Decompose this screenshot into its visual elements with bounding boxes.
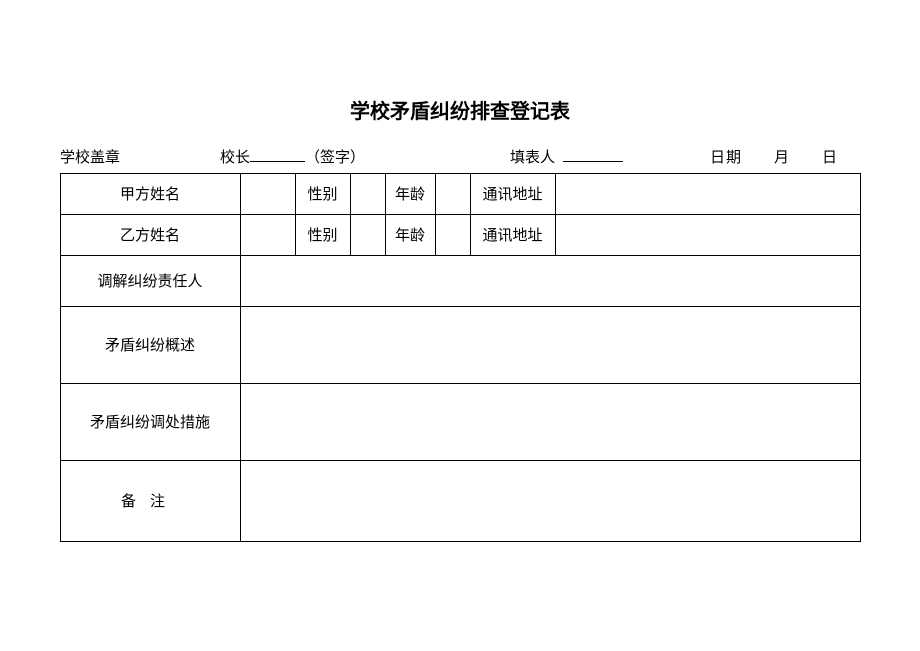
- label-age-a: 年龄: [385, 173, 435, 214]
- cell-age-b-value: [435, 214, 470, 255]
- row-party-a: 甲方姓名 性别 年龄 通讯地址: [60, 173, 860, 214]
- filler-underline: [563, 144, 623, 162]
- label-gender-b: 性别: [295, 214, 350, 255]
- cell-age-a-value: [435, 173, 470, 214]
- cell-notes-value: [240, 460, 860, 541]
- label-measures: 矛盾纠纷调处措施: [60, 383, 240, 460]
- label-age-b: 年龄: [385, 214, 435, 255]
- label-address-a: 通讯地址: [470, 173, 555, 214]
- cell-gender-b-value: [350, 214, 385, 255]
- header-line: 学校盖章 校长 （签字） 填表人 日期 月 日: [60, 144, 860, 167]
- cell-gender-a-value: [350, 173, 385, 214]
- row-mediator: 调解纠纷责任人: [60, 255, 860, 306]
- label-summary: 矛盾纠纷概述: [60, 306, 240, 383]
- label-gender-a: 性别: [295, 173, 350, 214]
- filler-label: 填表人: [510, 146, 555, 167]
- cell-party-b-name-value: [240, 214, 295, 255]
- row-measures: 矛盾纠纷调处措施: [60, 383, 860, 460]
- cell-mediator-value: [240, 255, 860, 306]
- row-notes: 备注: [60, 460, 860, 541]
- label-mediator: 调解纠纷责任人: [60, 255, 240, 306]
- cell-measures-value: [240, 383, 860, 460]
- filler-block: 填表人: [510, 144, 680, 167]
- principal-underline: [250, 144, 305, 162]
- date-text: 日期 月 日: [680, 146, 860, 167]
- label-notes: 备注: [60, 460, 240, 541]
- label-party-a-name: 甲方姓名: [60, 173, 240, 214]
- principal-block: 校长 （签字）: [220, 144, 430, 167]
- row-party-b: 乙方姓名 性别 年龄 通讯地址: [60, 214, 860, 255]
- label-party-b-name: 乙方姓名: [60, 214, 240, 255]
- cell-address-a-value: [555, 173, 860, 214]
- principal-label: 校长: [220, 146, 250, 167]
- form-table: 甲方姓名 性别 年龄 通讯地址 乙方姓名 性别 年龄 通讯地址 调解纠纷责任人 …: [60, 173, 861, 542]
- cell-party-a-name-value: [240, 173, 295, 214]
- page: 学校矛盾纠纷排查登记表 学校盖章 校长 （签字） 填表人 日期 月 日 甲方: [0, 0, 920, 651]
- school-seal-label: 学校盖章: [60, 146, 220, 167]
- form-title: 学校矛盾纠纷排查登记表: [0, 95, 920, 124]
- label-address-b: 通讯地址: [470, 214, 555, 255]
- row-summary: 矛盾纠纷概述: [60, 306, 860, 383]
- cell-summary-value: [240, 306, 860, 383]
- cell-address-b-value: [555, 214, 860, 255]
- signature-suffix: （签字）: [305, 146, 365, 167]
